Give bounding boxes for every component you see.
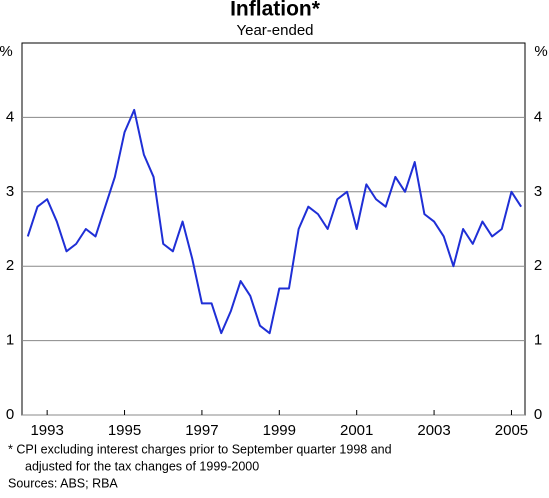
footnote: * CPI excluding interest charges prior t… — [8, 442, 392, 456]
y-unit-right: % — [534, 43, 547, 60]
x-tick-label: 1993 — [30, 422, 63, 439]
y-tick-label: 0 — [6, 406, 14, 423]
y-unit-left: % — [0, 43, 13, 60]
x-tick-label: 1995 — [108, 422, 141, 439]
y-tick-label-right: 4 — [534, 108, 542, 125]
y-tick-label-right: 3 — [534, 183, 542, 200]
x-tick-label: 2005 — [495, 422, 528, 439]
x-tick-label: 1997 — [185, 422, 218, 439]
y-tick-label: 3 — [6, 183, 14, 200]
x-tick-label: 1999 — [263, 422, 296, 439]
footnote: adjusted for the tax changes of 1999-200… — [25, 459, 259, 473]
y-tick-label-right: 0 — [534, 406, 542, 423]
data-line — [26, 108, 522, 335]
x-tick-label: 2003 — [417, 422, 450, 439]
y-tick-label: 4 — [6, 108, 14, 125]
chart-subtitle: Year-ended — [236, 22, 313, 39]
y-tick-label-right: 1 — [534, 332, 542, 349]
chart-title: Inflation* — [230, 0, 321, 21]
y-tick-label-right: 2 — [534, 257, 542, 274]
sources: Sources: ABS; RBA — [8, 476, 118, 490]
x-tick-label: 2001 — [340, 422, 373, 439]
y-tick-label: 2 — [6, 257, 14, 274]
y-tick-label: 1 — [6, 332, 14, 349]
